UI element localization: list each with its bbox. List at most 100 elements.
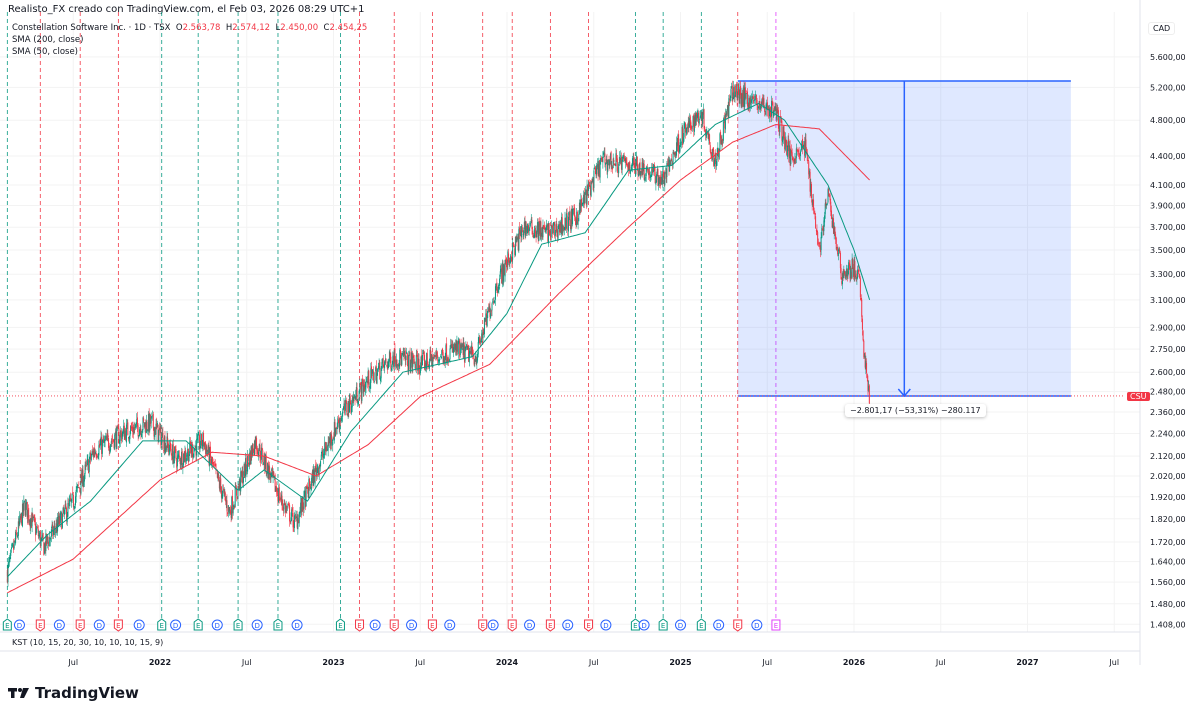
candle-body [691,127,693,130]
candle-body [817,242,819,244]
candle-body [634,162,636,168]
candle-body [420,356,422,368]
candle-body [11,544,13,546]
candle-body [353,394,355,398]
candle-body [101,440,103,454]
candle-body [95,453,97,457]
candle-body [133,427,135,434]
candle-body [167,443,169,453]
legend: Constellation Software Inc. · 1D · TSX O… [12,22,367,58]
candle-body [655,181,657,185]
candle-body [536,230,538,238]
candle-body [552,224,554,233]
candle-body [781,120,783,141]
candle-body [541,232,543,237]
candle-body [663,176,665,185]
candle-body [708,133,710,141]
candle-body [444,356,446,363]
candle-body [323,453,325,455]
candle-body [232,508,234,514]
candle-body [161,433,163,438]
candle-body [826,203,828,205]
sma200-legend[interactable]: SMA (200, close) [12,35,84,45]
candle-body [242,470,244,484]
candle-body [15,531,17,544]
candle-body [774,106,776,112]
candle-body [580,199,582,212]
candle-body [837,253,839,256]
candle-body [172,444,174,464]
candle-body [116,426,118,428]
candle-body [276,486,278,492]
symbol-legend[interactable]: Constellation Software Inc. · 1D · TSX O… [12,22,367,34]
candle-body [530,223,532,225]
currency-button[interactable]: CAD [1148,22,1176,35]
candle-body [53,526,55,529]
candle-body [353,396,355,401]
price-tick-label: 3.300,00 [1150,270,1186,279]
candle-body [409,352,411,371]
candle-body [545,228,547,231]
candle-body [524,221,526,235]
candle-body [234,505,236,508]
candle-body [747,105,749,108]
candle-body [520,230,522,238]
candle-body [331,434,333,444]
earnings-marker-icon [2,618,12,631]
candle-body [768,108,770,117]
candle-body [528,225,530,233]
dividend-marker-label: D [490,622,495,630]
candle-body [280,494,282,501]
candle-body [803,141,805,147]
candle-body [506,265,508,268]
candle-body [333,437,335,440]
candle-body [379,377,381,382]
candle-body [715,152,717,167]
candle-body [543,226,545,230]
sma50-legend[interactable]: SMA (50, close) [12,47,78,57]
candle-body [422,353,424,354]
candle-body [662,170,664,185]
candle-body [844,274,846,275]
candle-body [815,230,817,231]
candle-body [287,506,289,508]
candle-body [720,136,722,143]
candle-body [71,493,73,502]
candle-body [511,257,513,262]
candle-body [193,448,195,458]
candle-body [49,537,51,539]
candle-body [58,515,60,525]
candle-body [31,513,33,527]
candle-body [463,345,465,363]
candle-body [723,118,725,121]
candle-body [240,470,242,477]
candle-body [307,486,309,489]
candle-body [96,455,98,458]
earnings-marker-label: E [392,622,396,630]
price-tick-label: 1.408,00 [1150,620,1186,629]
candle-body [779,116,781,118]
candle-body [390,368,392,371]
candle-body [19,516,21,520]
dividend-marker-icon [444,619,456,631]
candle-body [411,350,413,369]
candle-body [122,429,124,436]
candle-body [533,234,535,239]
candle-body [276,492,278,494]
candle-body [636,156,638,167]
candle-body [20,513,22,519]
kst-indicator-label[interactable]: KST (10, 15, 20, 30, 10, 10, 10, 15, 9) [12,638,164,647]
candle-body [707,132,709,140]
candle-body [392,355,394,364]
candle-body [472,352,474,354]
candle-body [261,447,263,450]
candle-body [62,507,64,514]
candle-body [521,227,523,232]
candle-body [666,163,668,178]
candle-body [35,523,37,536]
candle-body [528,229,530,232]
candle-body [388,351,390,362]
candle-body [492,301,494,302]
candle-body [454,343,456,350]
